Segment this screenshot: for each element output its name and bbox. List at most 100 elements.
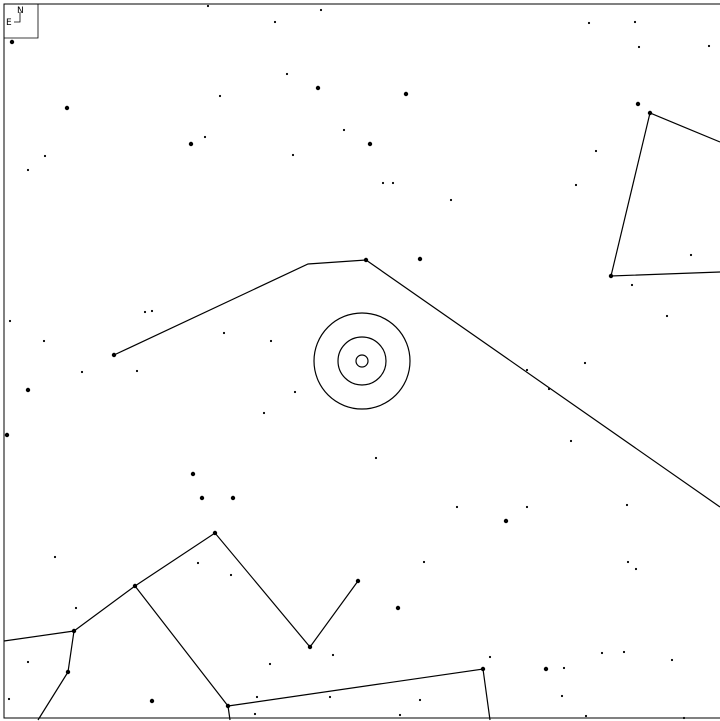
star <box>229 573 233 577</box>
compass: N E <box>4 4 39 39</box>
star <box>53 555 57 559</box>
star <box>391 181 395 185</box>
star <box>584 714 588 718</box>
star <box>637 45 641 49</box>
star <box>670 658 674 662</box>
star <box>403 91 409 97</box>
stars <box>4 4 711 720</box>
star <box>455 505 459 509</box>
star <box>285 72 289 76</box>
star <box>143 310 147 314</box>
star <box>647 110 653 116</box>
star <box>262 411 266 415</box>
star <box>395 605 401 611</box>
star <box>480 666 486 672</box>
star <box>374 456 378 460</box>
star <box>574 183 578 187</box>
star <box>222 331 226 335</box>
chart-frame <box>3 3 720 719</box>
star <box>665 314 669 318</box>
target-ring <box>337 336 387 386</box>
star <box>634 567 638 571</box>
star <box>594 149 598 153</box>
target-ring <box>355 354 369 368</box>
star <box>269 339 273 343</box>
star <box>132 583 138 589</box>
star <box>560 694 564 698</box>
star <box>7 697 11 701</box>
star <box>4 432 10 438</box>
star <box>488 655 492 659</box>
star <box>503 518 509 524</box>
star <box>291 153 295 157</box>
star <box>65 669 71 675</box>
star <box>418 698 422 702</box>
star <box>230 495 236 501</box>
star <box>255 695 259 699</box>
star <box>630 283 634 287</box>
compass-box <box>4 4 39 39</box>
star <box>331 653 335 657</box>
star <box>218 94 222 98</box>
star <box>525 368 529 372</box>
star <box>307 644 313 650</box>
asterism-line <box>610 112 720 277</box>
star <box>363 257 369 263</box>
star <box>328 695 332 699</box>
star <box>635 101 641 107</box>
star <box>689 253 693 257</box>
star <box>26 660 30 664</box>
star <box>212 530 218 536</box>
star <box>543 666 549 672</box>
asterism-line <box>113 259 720 508</box>
star <box>190 471 196 477</box>
star <box>417 256 423 262</box>
star <box>135 369 139 373</box>
target-ring <box>313 312 411 410</box>
star <box>25 387 31 393</box>
star <box>9 39 15 45</box>
star <box>80 370 84 374</box>
star <box>64 105 70 111</box>
star <box>633 20 637 24</box>
star <box>293 390 297 394</box>
star <box>398 713 402 717</box>
star <box>381 181 385 185</box>
star <box>315 85 321 91</box>
target-marker <box>313 312 411 410</box>
north-label: N <box>17 6 24 16</box>
star <box>319 8 323 12</box>
star <box>707 44 711 48</box>
star <box>547 387 551 391</box>
star <box>71 628 77 634</box>
star <box>525 505 529 509</box>
star <box>188 141 194 147</box>
star <box>367 141 373 147</box>
star <box>268 662 272 666</box>
compass-arrows <box>14 12 21 23</box>
star <box>8 319 12 323</box>
star <box>206 4 210 8</box>
star <box>74 606 78 610</box>
star <box>569 439 573 443</box>
star <box>199 495 205 501</box>
star <box>422 560 426 564</box>
star <box>42 339 46 343</box>
star <box>608 273 614 279</box>
star <box>203 135 207 139</box>
asterism-line <box>3 630 75 721</box>
star <box>225 703 231 709</box>
star <box>600 651 604 655</box>
star <box>196 561 200 565</box>
star <box>355 578 361 584</box>
star <box>342 128 346 132</box>
star <box>625 503 629 507</box>
star <box>149 698 155 704</box>
star <box>682 716 686 720</box>
star <box>111 352 117 358</box>
star <box>622 650 626 654</box>
east-label: E <box>6 18 12 28</box>
star <box>43 154 47 158</box>
star <box>26 168 30 172</box>
